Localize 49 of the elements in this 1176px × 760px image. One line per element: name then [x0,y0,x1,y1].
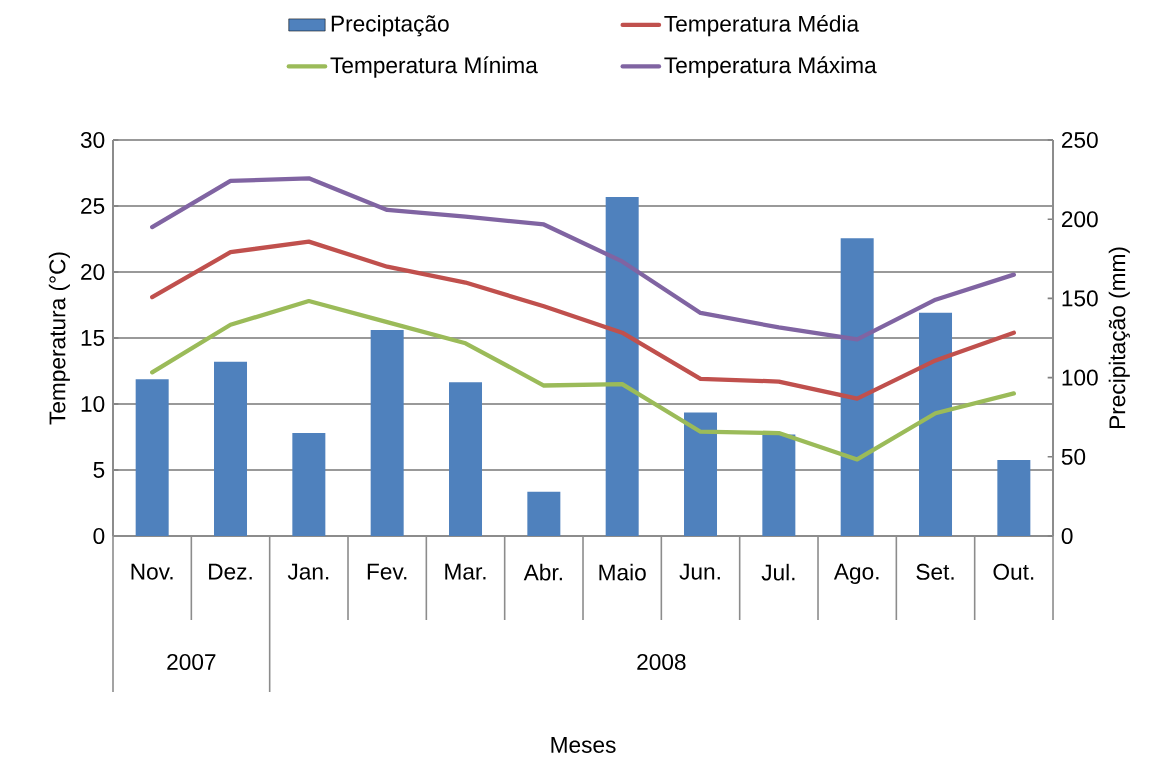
line-series [150,175,1016,342]
bar [449,382,483,536]
x-tick-label: Fev. [367,563,407,580]
x-tick-label: Nov. [131,563,173,580]
line-series [150,298,1016,462]
y-axis-title: Temperatura (°C) [48,252,70,425]
y2-tick-label: 250 [1061,131,1098,148]
y2-tick-label: 100 [1062,369,1098,386]
legend-label: Preciptação [331,14,449,37]
bar [370,329,404,536]
bar [527,491,561,536]
y-tick-label: 0 [93,527,105,544]
bar [919,312,953,536]
x-tick-label: Mar. [445,563,486,580]
line-series [150,239,1016,401]
text: Meses [551,736,616,753]
y2-tick-label: 50 [1061,448,1086,465]
text: 2008 [637,653,686,670]
y2-tick-label: 150 [1062,290,1098,307]
legend-label: Temperatura Média [664,14,860,37]
y-tick-label: 25 [81,197,105,214]
bar [135,378,169,536]
bar [997,459,1031,536]
x-tick-label: Maio [599,563,646,581]
bar [605,196,639,536]
y-tick-label: 30 [80,131,105,148]
legend-label: Temperatura Mínima [330,56,538,78]
bar [762,434,796,536]
bar [840,237,874,536]
y-tick-label: 10 [81,395,105,412]
x-tick-label: Abr. [523,563,562,581]
y2-axis-title: Precipitação (mm) [1108,247,1130,428]
x-tick-label: Ago. [833,563,879,584]
text: 2007 [167,653,216,670]
x-tick-label: Out. [993,563,1034,580]
y-tick-label: 15 [81,329,105,346]
y-tick-label: 5 [93,461,105,478]
x-tick-label: Jun. [679,563,720,580]
y2-tick-label: 200 [1061,210,1098,227]
y2-tick-label: 0 [1061,527,1073,544]
bar [684,412,718,536]
x-tick-label: Jul. [761,563,795,581]
bar [292,432,326,536]
x-tick-label: Dez. [209,563,252,580]
bar [214,361,248,536]
x-tick-label: Jan. [287,563,329,580]
legend-label: Temperatura Máxima [664,56,877,78]
x-tick-label: Set. [916,563,954,580]
y-tick-label: 20 [81,263,105,280]
